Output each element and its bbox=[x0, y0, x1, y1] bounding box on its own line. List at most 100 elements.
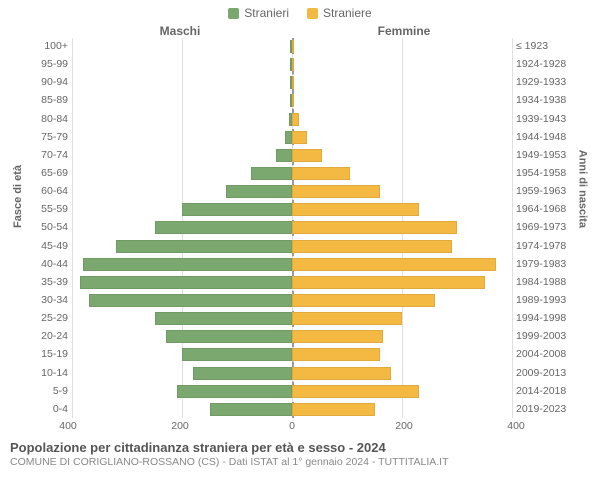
chart-footer: Popolazione per cittadinanza straniera p… bbox=[0, 434, 600, 468]
y-axis-label-age: Fasce di età bbox=[12, 165, 24, 228]
age-label: 25-29 bbox=[20, 310, 68, 327]
bar-female bbox=[292, 185, 380, 198]
bar-female bbox=[292, 403, 375, 416]
y-axis-label-birth: Anni di nascita bbox=[576, 150, 588, 228]
legend-label-male: Stranieri bbox=[244, 6, 289, 20]
birth-label: 1994-1998 bbox=[516, 310, 580, 327]
bar-female bbox=[292, 76, 294, 89]
legend-swatch-male bbox=[228, 8, 239, 19]
age-label: 100+ bbox=[20, 38, 68, 55]
age-label: 90-94 bbox=[20, 74, 68, 91]
bar-male bbox=[83, 258, 292, 271]
age-label: 20-24 bbox=[20, 328, 68, 345]
legend-item-male: Stranieri bbox=[228, 6, 289, 20]
age-label: 45-49 bbox=[20, 238, 68, 255]
x-tick-label: 400 bbox=[59, 420, 77, 432]
age-label: 50-54 bbox=[20, 219, 68, 236]
chart-title: Popolazione per cittadinanza straniera p… bbox=[10, 440, 590, 455]
bar-male bbox=[116, 240, 292, 253]
pyramid-row bbox=[72, 274, 512, 291]
plot-area bbox=[72, 38, 512, 418]
birth-label: 2009-2013 bbox=[516, 365, 580, 382]
column-headers: Maschi Femmine bbox=[0, 24, 600, 38]
birth-label: 1979-1983 bbox=[516, 256, 580, 273]
bar-female bbox=[292, 294, 435, 307]
bar-rows bbox=[72, 38, 512, 418]
legend-item-female: Straniere bbox=[307, 6, 372, 20]
pyramid-row bbox=[72, 346, 512, 363]
pyramid-row bbox=[72, 74, 512, 91]
age-label: 15-19 bbox=[20, 346, 68, 363]
pyramid-row bbox=[72, 111, 512, 128]
birth-label: 2004-2008 bbox=[516, 346, 580, 363]
x-axis: 4002000200400 bbox=[16, 420, 584, 434]
bar-male bbox=[182, 348, 292, 361]
pyramid-row bbox=[72, 383, 512, 400]
pyramid-row bbox=[72, 292, 512, 309]
legend: Stranieri Straniere bbox=[0, 0, 600, 20]
bar-female bbox=[292, 58, 294, 71]
age-label: 80-84 bbox=[20, 111, 68, 128]
chart-subtitle: COMUNE DI CORIGLIANO-ROSSANO (CS) - Dati… bbox=[10, 456, 590, 468]
age-label: 65-69 bbox=[20, 165, 68, 182]
pyramid-row bbox=[72, 147, 512, 164]
birth-label: ≤ 1923 bbox=[516, 38, 580, 55]
birth-label: 1964-1968 bbox=[516, 201, 580, 218]
bar-male bbox=[80, 276, 292, 289]
bar-female bbox=[292, 94, 294, 107]
x-tick-label: 200 bbox=[171, 420, 189, 432]
bar-male bbox=[89, 294, 293, 307]
bar-male bbox=[251, 167, 292, 180]
birth-label: 1999-2003 bbox=[516, 328, 580, 345]
birth-labels-column: ≤ 19231924-19281929-19331934-19381939-19… bbox=[512, 38, 580, 418]
header-female: Femmine bbox=[292, 24, 516, 38]
age-label: 5-9 bbox=[20, 383, 68, 400]
x-tick-label: 0 bbox=[289, 420, 295, 432]
pyramid-row bbox=[72, 328, 512, 345]
birth-label: 1954-1958 bbox=[516, 165, 580, 182]
birth-label: 1949-1953 bbox=[516, 147, 580, 164]
pyramid-row bbox=[72, 183, 512, 200]
pyramid-row bbox=[72, 92, 512, 109]
bar-female bbox=[292, 40, 294, 53]
bar-male bbox=[193, 367, 292, 380]
birth-label: 1939-1943 bbox=[516, 111, 580, 128]
pyramid-chart: Fasce di età Anni di nascita 100+95-9990… bbox=[16, 38, 584, 418]
birth-label: 1929-1933 bbox=[516, 74, 580, 91]
birth-label: 1974-1978 bbox=[516, 238, 580, 255]
pyramid-row bbox=[72, 238, 512, 255]
bar-male bbox=[155, 312, 293, 325]
pyramid-row bbox=[72, 201, 512, 218]
bar-female bbox=[292, 221, 457, 234]
bar-male bbox=[285, 131, 292, 144]
bar-female bbox=[292, 240, 452, 253]
bar-female bbox=[292, 276, 485, 289]
birth-label: 1959-1963 bbox=[516, 183, 580, 200]
bar-female bbox=[292, 367, 391, 380]
bar-female bbox=[292, 149, 322, 162]
bar-female bbox=[292, 203, 419, 216]
birth-label: 1934-1938 bbox=[516, 92, 580, 109]
bar-female bbox=[292, 330, 383, 343]
age-label: 60-64 bbox=[20, 183, 68, 200]
pyramid-row bbox=[72, 365, 512, 382]
bar-female bbox=[292, 312, 402, 325]
bar-female bbox=[292, 385, 419, 398]
birth-label: 2019-2023 bbox=[516, 401, 580, 418]
age-label: 95-99 bbox=[20, 56, 68, 73]
pyramid-row bbox=[72, 219, 512, 236]
legend-label-female: Straniere bbox=[323, 6, 372, 20]
pyramid-row bbox=[72, 256, 512, 273]
legend-swatch-female bbox=[307, 8, 318, 19]
age-label: 0-4 bbox=[20, 401, 68, 418]
x-tick-label: 400 bbox=[507, 420, 525, 432]
pyramid-row bbox=[72, 310, 512, 327]
bar-female bbox=[292, 131, 307, 144]
bar-male bbox=[210, 403, 293, 416]
bar-male bbox=[177, 385, 293, 398]
bar-female bbox=[292, 113, 299, 126]
pyramid-row bbox=[72, 56, 512, 73]
age-label: 40-44 bbox=[20, 256, 68, 273]
header-male: Maschi bbox=[68, 24, 292, 38]
age-label: 85-89 bbox=[20, 92, 68, 109]
